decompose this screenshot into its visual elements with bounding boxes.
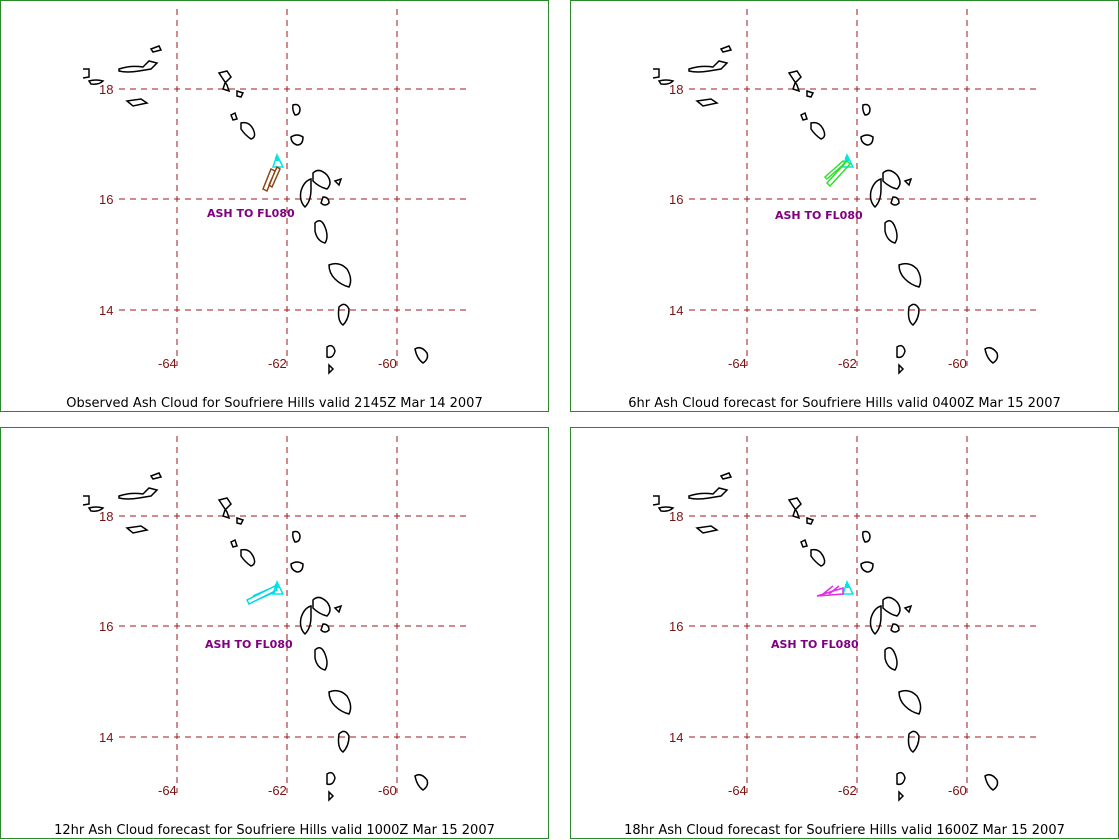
- volcano-marker: [841, 580, 855, 595]
- map-canvas: 18 16 14 -64 -62 -60 ASH TO FL080: [82, 436, 471, 802]
- grid-lines: [119, 9, 471, 366]
- lat-label-16: 16: [99, 619, 113, 634]
- ash-label: ASH TO FL080: [207, 207, 295, 220]
- lat-label-18: 18: [669, 509, 683, 524]
- panel-caption: 18hr Ash Cloud forecast for Soufriere Hi…: [624, 823, 1065, 838]
- ash-label: ASH TO FL080: [775, 209, 863, 222]
- lat-labels: 18 16 14: [99, 509, 113, 745]
- lon-labels: -64 -62 -60: [158, 783, 397, 798]
- ash-label: ASH TO FL080: [205, 638, 293, 651]
- islands: [82, 45, 429, 375]
- lat-labels: 18 16 14: [669, 82, 683, 318]
- map-canvas: 18 16 14 -64 -62 -60 ASH TO FL080: [652, 9, 1041, 375]
- islands: [652, 45, 999, 375]
- lon-label-60: -60: [378, 783, 397, 798]
- islands: [652, 472, 999, 802]
- lon-labels: -64 -62 -60: [158, 356, 397, 371]
- lon-label-60: -60: [948, 783, 967, 798]
- volcano-marker: [271, 153, 285, 168]
- lat-label-14: 14: [669, 303, 683, 318]
- ash-cloud: [262, 165, 281, 193]
- ash-cloud: [816, 585, 844, 597]
- map-panel-observed: 18 16 14 -64 -62 -60 ASH TO FL080 Observ…: [0, 0, 549, 412]
- ash-cloud: [245, 584, 279, 606]
- map-canvas: 18 16 14 -64 -62 -60 ASH TO FL080: [652, 436, 1041, 802]
- panel-caption: 12hr Ash Cloud forecast for Soufriere Hi…: [54, 823, 495, 838]
- lon-labels: -64 -62 -60: [728, 356, 967, 371]
- map-panel-6hr: 18 16 14 -64 -62 -60 ASH TO FL080 6hr As…: [570, 0, 1119, 412]
- lon-label-60: -60: [378, 356, 397, 371]
- grid-lines: [119, 436, 471, 793]
- lon-label-64: -64: [728, 356, 747, 371]
- ash-label: ASH TO FL080: [771, 638, 859, 651]
- lat-label-16: 16: [669, 619, 683, 634]
- lon-label-62: -62: [268, 783, 287, 798]
- lon-label-60: -60: [948, 356, 967, 371]
- lon-label-64: -64: [728, 783, 747, 798]
- map-panel-18hr: 18 16 14 -64 -62 -60 ASH TO FL080 18hr A…: [570, 427, 1119, 839]
- islands: [82, 472, 429, 802]
- lon-label-62: -62: [838, 783, 857, 798]
- lon-label-64: -64: [158, 783, 177, 798]
- lat-label-14: 14: [99, 303, 113, 318]
- panel-caption: 6hr Ash Cloud forecast for Soufriere Hil…: [628, 396, 1061, 411]
- lon-label-64: -64: [158, 356, 177, 371]
- lat-label-16: 16: [669, 192, 683, 207]
- lat-label-14: 14: [99, 730, 113, 745]
- panel-caption: Observed Ash Cloud for Soufriere Hills v…: [66, 396, 483, 411]
- grid-lines: [689, 436, 1041, 793]
- map-panel-12hr: 18 16 14 -64 -62 -60 ASH TO FL080 12hr A…: [0, 427, 549, 839]
- map-canvas: 18 16 14 -64 -62 -60 ASH TO FL080: [82, 9, 471, 375]
- grid-lines: [689, 9, 1041, 366]
- lat-label-16: 16: [99, 192, 113, 207]
- volcano-marker: [271, 580, 285, 595]
- lat-labels: 18 16 14: [669, 509, 683, 745]
- lat-label-14: 14: [669, 730, 683, 745]
- lat-labels: 18 16 14: [99, 82, 113, 318]
- lat-label-18: 18: [99, 509, 113, 524]
- lat-label-18: 18: [99, 82, 113, 97]
- lat-label-18: 18: [669, 82, 683, 97]
- lon-labels: -64 -62 -60: [728, 783, 967, 798]
- ash-cloud: [823, 159, 852, 188]
- lon-label-62: -62: [838, 356, 857, 371]
- lon-label-62: -62: [268, 356, 287, 371]
